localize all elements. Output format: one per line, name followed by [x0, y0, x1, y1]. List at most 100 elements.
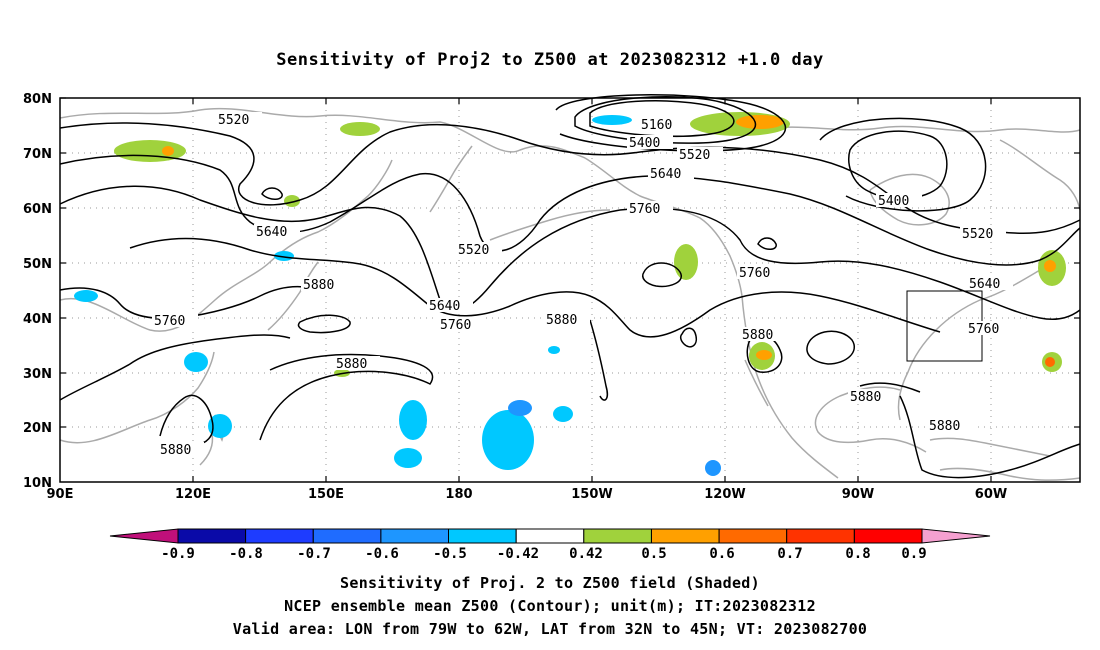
- contour-label-text: 5760: [440, 318, 471, 333]
- coast-caribbean: [929, 437, 1051, 457]
- colorbar-box: [245, 528, 314, 544]
- caption-line-2: NCEP ensemble mean Z500 (Contour); unit(…: [284, 597, 816, 615]
- shade-blue-1: [74, 290, 98, 302]
- lat-label: 70N: [23, 147, 52, 162]
- lat-label: 40N: [23, 312, 52, 327]
- contour-5880-south: [589, 319, 609, 401]
- lat-label: 20N: [23, 421, 52, 436]
- contour-label-5520d: 5520: [456, 242, 502, 258]
- shade-blue-7: [508, 400, 532, 416]
- contour-label-text: 5880: [336, 357, 367, 372]
- contour-5400-ring: [819, 117, 987, 212]
- contour-lowC: [757, 237, 777, 250]
- lon-label: 120W: [704, 487, 745, 502]
- contour-label-5640a: 5640: [648, 166, 694, 182]
- lat-label: 30N: [23, 367, 52, 382]
- contour-label-text: 5880: [742, 328, 773, 343]
- colorbar-label: 0.42: [569, 546, 603, 562]
- shade-blue-5: [394, 448, 422, 468]
- page-title: Sensitivity of Proj2 to Z500 at 20230823…: [276, 50, 824, 70]
- contour-label-5400b: 5400: [876, 193, 922, 209]
- contour-label-5760d: 5760: [438, 317, 484, 333]
- colorbar-box: [515, 528, 585, 544]
- contour-label-text: 5880: [546, 313, 577, 328]
- colorbar-label: 0.7: [777, 546, 802, 562]
- coast-hudson-bay: [869, 173, 950, 226]
- colorbar-label: 0.8: [845, 546, 870, 562]
- contour-5880-atlantic: [899, 395, 1081, 479]
- contour-label-5880f: 5880: [927, 418, 973, 434]
- shade-east-atl-orange: [1044, 260, 1056, 272]
- shade-siberia-core: [162, 146, 174, 156]
- contour-label-text: 5400: [878, 194, 909, 209]
- contour-label-5760c: 5760: [152, 313, 198, 329]
- lon-label: 150W: [571, 487, 612, 502]
- coast-asia-east: [59, 159, 393, 332]
- colorbar-box: [380, 528, 449, 544]
- lon-label: 90W: [842, 487, 874, 502]
- lon-label: 180: [445, 487, 472, 502]
- shade-blue-6: [482, 410, 534, 470]
- lat-label: 60N: [23, 202, 52, 217]
- contour-label-text: 5160: [641, 118, 672, 133]
- contour-5880-closed-2: [806, 330, 855, 365]
- contour-label-text: 5640: [969, 277, 1000, 292]
- colorbar-box: [312, 528, 382, 544]
- colorbar-label: 0.9: [901, 546, 926, 562]
- coast-japan: [267, 261, 319, 331]
- map-panel: 5520 5160 5400 5520 5640 5760 5400 5520 …: [23, 92, 1081, 502]
- contour-label-text: 5640: [256, 225, 287, 240]
- contour-5400-hudson: [848, 130, 948, 200]
- contour-5880-north: [129, 237, 941, 338]
- contour-label-5640c: 5640: [967, 276, 1013, 292]
- contour-label-text: 5640: [429, 299, 460, 314]
- tick-marks: [60, 97, 1080, 482]
- contour-label-5880g: 5880: [158, 442, 204, 458]
- shade-blue-11: [274, 251, 294, 261]
- colorbar: -0.9 -0.8 -0.7 -0.6 -0.5 -0.42 0.42 0.5 …: [109, 528, 991, 562]
- contour-label-5760b: 5760: [737, 265, 783, 281]
- contour-label-5880a: 5880: [301, 277, 347, 293]
- z500-contours: [59, 94, 1081, 479]
- shade-blue-4: [399, 400, 427, 440]
- lon-label: 90E: [47, 487, 74, 502]
- map-border: [59, 97, 1081, 483]
- contour-5880-closed-3: [679, 327, 698, 348]
- caption-line-1: Sensitivity of Proj. 2 to Z500 field (Sh…: [340, 574, 760, 592]
- shade-blue-3: [208, 414, 232, 438]
- lon-label: 150E: [308, 487, 344, 502]
- contour-5400-arctic: [555, 94, 787, 152]
- contour-label-text: 5880: [303, 278, 334, 293]
- contour-label-5760a: 5760: [627, 201, 673, 217]
- contour-lowB: [642, 262, 683, 288]
- contour-label-5760e: 5760: [966, 321, 1012, 337]
- contour-label-text: 5400: [629, 136, 660, 151]
- shade-mexico-orange: [756, 350, 772, 360]
- coast-kamchatka: [429, 145, 473, 213]
- shade-arctic-orange: [736, 115, 784, 129]
- contour-label-text: 5880: [850, 390, 881, 405]
- contour-label-text: 5880: [160, 443, 191, 458]
- coast-baja: [744, 359, 769, 407]
- coast-asia-north: [59, 107, 586, 159]
- shade-alaska: [674, 244, 698, 280]
- coast-canada-north: [759, 125, 1081, 133]
- shade-kamchatka: [284, 195, 300, 207]
- coast-aleutians: [489, 209, 611, 241]
- contour-label-text: 5520: [962, 227, 993, 242]
- contour-labels: 5520 5160 5400 5520 5640 5760 5400 5520 …: [152, 112, 1013, 458]
- shade-siberia: [114, 140, 186, 162]
- contour-label-5520c: 5520: [960, 226, 1006, 242]
- contour-5760-north: [59, 185, 1081, 321]
- colorbar-box: [853, 528, 923, 544]
- lat-label: 50N: [23, 257, 52, 272]
- lat-label: 80N: [23, 92, 52, 107]
- contour-label-5880b: 5880: [544, 312, 590, 328]
- colorbar-label: -0.6: [365, 546, 399, 562]
- shade-atl-south-orange: [1045, 357, 1055, 367]
- colorbar-box: [718, 528, 788, 544]
- contour-label-5520a: 5520: [216, 112, 262, 128]
- contour-5520-north: [59, 122, 1081, 234]
- lon-label: 120E: [175, 487, 211, 502]
